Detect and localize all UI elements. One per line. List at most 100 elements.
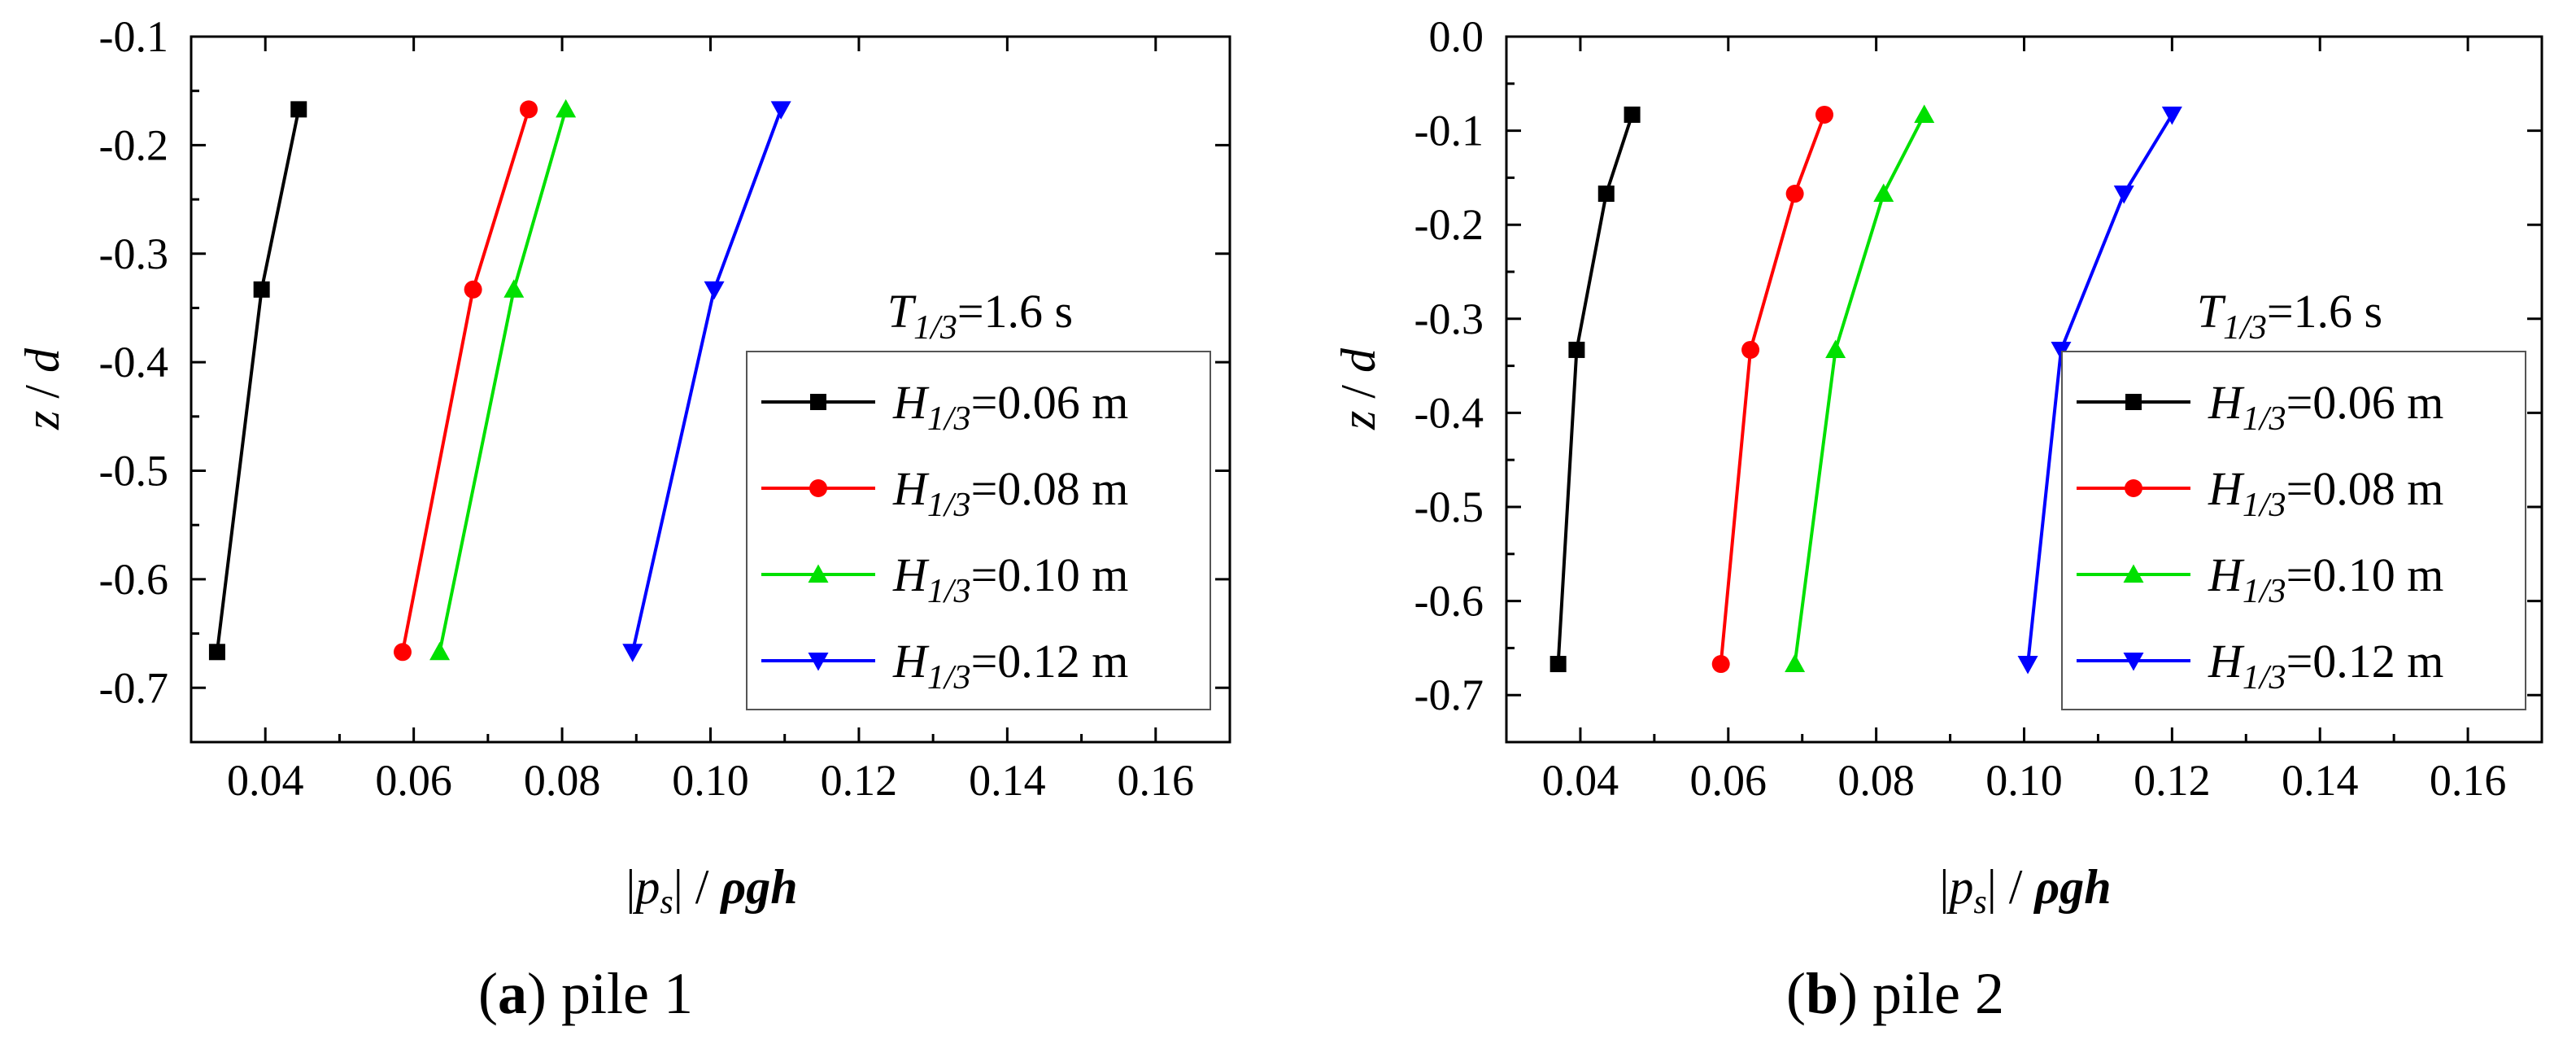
series-2 <box>1785 104 1935 673</box>
legend: H1/3=0.06 mH1/3=0.08 mH1/3=0.10 mH1/3=0.… <box>746 351 1211 710</box>
y-tick-label: -0.4 <box>1414 388 1484 437</box>
xlabel-bar-slash: | / <box>673 860 721 914</box>
series-line <box>215 108 301 653</box>
annotation-text: T1/3=1.6 s <box>2197 285 2382 347</box>
legend-sub: 1/3 <box>927 659 971 697</box>
legend-marker <box>810 394 826 410</box>
legend-label: H1/3=0.12 m <box>892 635 1128 697</box>
xlabel-rhogh: ρgh <box>2033 860 2111 914</box>
data-point <box>1711 655 1730 674</box>
x-axis-title: |ps| / ρgh <box>1939 860 2111 921</box>
y-tick-label: -0.6 <box>99 555 168 604</box>
annotation-sub: 1/3 <box>913 309 957 347</box>
y-tick-label: -0.2 <box>1414 200 1484 249</box>
data-point <box>556 98 577 118</box>
data-point <box>2113 186 2134 204</box>
legend-sub: 1/3 <box>927 487 971 524</box>
legend-sub: 1/3 <box>2243 487 2286 524</box>
y-tick-label: -0.4 <box>99 338 168 387</box>
legend-marker <box>2125 479 2142 497</box>
y-tick-label: -0.3 <box>99 229 168 278</box>
legend-marker <box>809 479 827 497</box>
caption-letter: a <box>498 961 527 1026</box>
data-point <box>290 101 307 118</box>
legend-value: =0.08 m <box>971 462 1129 515</box>
x-tick-label: 0.14 <box>2282 756 2359 805</box>
panel-caption: (b) pile 2 <box>1786 961 2004 1026</box>
x-tick-label: 0.12 <box>821 756 898 805</box>
chart-panel-b: 0.04 0.06 0.08 0.10 0.12 0.14 0.16 0.0 -0.1 -0.2 -… <box>1332 12 2543 1026</box>
data-point <box>253 281 270 298</box>
annotation-var: T <box>887 285 917 338</box>
legend-marker <box>808 564 829 583</box>
ylabel-slash: / <box>15 373 69 411</box>
caption-letter: b <box>1806 961 1838 1026</box>
legend-label: H1/3=0.06 m <box>2208 376 2443 438</box>
data-point <box>464 280 482 299</box>
legend-value: =0.12 m <box>971 635 1129 688</box>
data-point <box>622 644 643 662</box>
ylabel-slash: / <box>1332 373 1385 411</box>
legend-sub: 1/3 <box>2243 573 2286 610</box>
x-tick-label: 0.12 <box>2134 756 2211 805</box>
legend-item-0: H1/3=0.06 m <box>761 376 1128 438</box>
annotation-sub: 1/3 <box>2223 309 2267 347</box>
legend-var: H <box>892 462 930 515</box>
legend-value: =0.12 m <box>2286 635 2444 688</box>
legend-item-1: H1/3=0.08 m <box>761 462 1128 524</box>
data-point <box>520 100 538 119</box>
series-line <box>400 108 530 653</box>
legend-label: H1/3=0.10 m <box>2208 548 2443 610</box>
chart-panel-a: 0.04 0.06 0.08 0.10 0.12 0.14 0.16 -0.1 -0.2 -0.3… <box>15 12 1231 1026</box>
series-line <box>2026 113 2174 665</box>
legend-item-2: H1/3=0.10 m <box>2077 548 2443 610</box>
xlabel-bar-slash: | / <box>1987 860 2035 914</box>
legend-item-3: H1/3=0.12 m <box>761 635 1128 697</box>
data-point <box>704 281 725 300</box>
x-tick-label: 0.10 <box>1985 756 2063 805</box>
data-point <box>1550 656 1567 673</box>
xlabel-sub: s <box>1973 884 1986 921</box>
series-3 <box>622 101 791 662</box>
series-1 <box>393 100 538 662</box>
legend-box <box>746 351 1211 710</box>
y-tick-label: -0.3 <box>1414 295 1484 343</box>
data-point <box>1624 106 1641 123</box>
legend-marker <box>2125 394 2142 410</box>
legend-var: H <box>2208 635 2245 688</box>
legend-sub: 1/3 <box>927 573 971 610</box>
legend-var: H <box>892 548 930 601</box>
data-point <box>2017 656 2038 675</box>
legend-var: H <box>2208 462 2245 515</box>
legend-label: H1/3=0.10 m <box>892 548 1128 610</box>
data-point <box>2161 106 2182 125</box>
data-point <box>1785 653 1806 673</box>
legend-value: =0.10 m <box>971 548 1129 601</box>
series-line <box>1793 114 1926 665</box>
series-0 <box>208 101 307 661</box>
xlabel-sub: s <box>660 884 673 921</box>
ylabel-z: z <box>15 411 69 430</box>
series-line <box>1719 114 1826 665</box>
xlabel-bar: | <box>1939 860 1949 914</box>
ylabel-d: d <box>1332 347 1385 373</box>
x-tick-label: 0.04 <box>227 756 304 805</box>
caption-close: ) <box>527 961 547 1026</box>
xlabel-rhogh: ρgh <box>719 860 797 914</box>
legend-marker <box>2123 653 2144 671</box>
xlabel-bar: | <box>625 860 635 914</box>
legend: H1/3=0.06 mH1/3=0.08 mH1/3=0.10 mH1/3=0.… <box>2061 351 2526 710</box>
caption-text: pile 1 <box>547 961 693 1026</box>
series-3 <box>2017 106 2182 675</box>
legend-var: H <box>892 635 930 688</box>
ylabel-z: z <box>1332 411 1385 430</box>
y-tick-label: -0.5 <box>1414 483 1484 531</box>
x-tick-label: 0.08 <box>1837 756 1915 805</box>
legend-item-3: H1/3=0.12 m <box>2077 635 2443 697</box>
data-point <box>1815 105 1833 124</box>
annotation-rest: =1.6 s <box>957 285 1073 338</box>
x-tick-label: 0.06 <box>1690 756 1767 805</box>
x-tick-label: 0.08 <box>524 756 601 805</box>
y-tick-label: -0.7 <box>99 663 168 712</box>
legend-value: =0.08 m <box>2286 462 2444 515</box>
